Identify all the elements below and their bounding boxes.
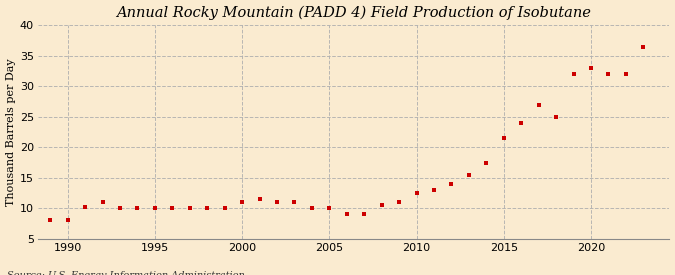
Point: [429, 188, 439, 192]
Point: [603, 72, 614, 76]
Point: [324, 206, 335, 210]
Point: [149, 206, 160, 210]
Title: Annual Rocky Mountain (PADD 4) Field Production of Isobutane: Annual Rocky Mountain (PADD 4) Field Pro…: [116, 6, 591, 20]
Point: [306, 206, 317, 210]
Text: Source: U.S. Energy Information Administration: Source: U.S. Energy Information Administ…: [7, 271, 244, 275]
Point: [271, 200, 282, 204]
Point: [62, 218, 73, 222]
Point: [464, 172, 475, 177]
Point: [132, 206, 143, 210]
Point: [568, 72, 579, 76]
Point: [551, 115, 562, 119]
Point: [533, 102, 544, 107]
Point: [115, 206, 126, 210]
Point: [237, 200, 248, 204]
Point: [184, 206, 195, 210]
Point: [80, 205, 90, 209]
Point: [97, 200, 108, 204]
Point: [394, 200, 404, 204]
Point: [167, 206, 178, 210]
Point: [411, 191, 422, 195]
Point: [289, 200, 300, 204]
Y-axis label: Thousand Barrels per Day: Thousand Barrels per Day: [5, 58, 16, 206]
Point: [620, 72, 631, 76]
Point: [254, 197, 265, 201]
Point: [446, 182, 457, 186]
Point: [516, 121, 526, 125]
Point: [585, 66, 596, 70]
Point: [498, 136, 509, 140]
Point: [219, 206, 230, 210]
Point: [481, 160, 491, 165]
Point: [638, 45, 649, 49]
Point: [45, 218, 55, 223]
Point: [359, 212, 370, 217]
Point: [202, 206, 213, 210]
Point: [342, 212, 352, 217]
Point: [376, 203, 387, 207]
